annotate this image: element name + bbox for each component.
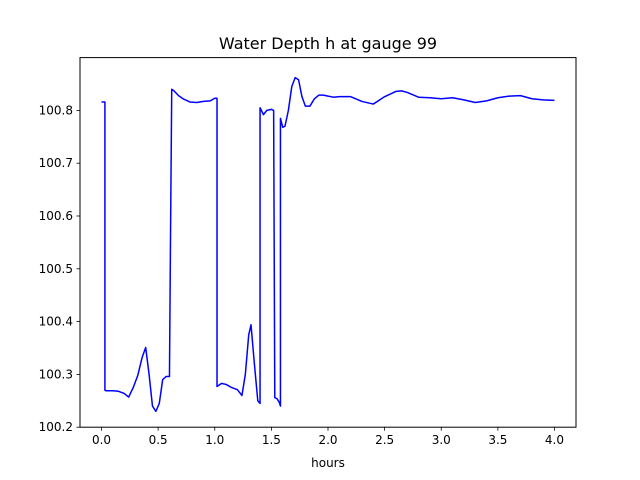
x-tick-label: 2.5 [375,433,394,447]
x-tick-label: 0.5 [149,433,168,447]
chart-title: Water Depth h at gauge 99 [219,34,437,53]
y-tick-label: 100.7 [39,156,73,170]
x-tick-label: 1.0 [205,433,224,447]
y-axis: 100.2 100.3 100.4 100.5 100.6 100.7 100.8 [39,103,80,434]
axes-frame [79,57,577,428]
x-axis-label: hours [311,456,345,470]
y-tick-label: 100.5 [39,262,73,276]
y-tick-label: 100.2 [39,420,73,434]
y-tick-label: 100.8 [39,103,73,117]
x-tick-label: 3.5 [488,433,507,447]
x-tick-label: 4.0 [545,433,564,447]
x-tick-label: 2.0 [318,433,337,447]
y-tick-label: 100.6 [39,209,73,223]
x-axis: 0.0 0.5 1.0 1.5 2.0 2.5 3.0 3.5 4.0 [92,427,564,447]
x-tick-label: 0.0 [92,433,111,447]
series-line-0 [101,76,555,413]
y-tick-label: 100.3 [39,367,73,381]
x-tick-label: 3.0 [432,433,451,447]
x-tick-label: 1.5 [262,433,281,447]
plot-area [101,76,555,413]
y-tick-label: 100.4 [39,315,73,329]
